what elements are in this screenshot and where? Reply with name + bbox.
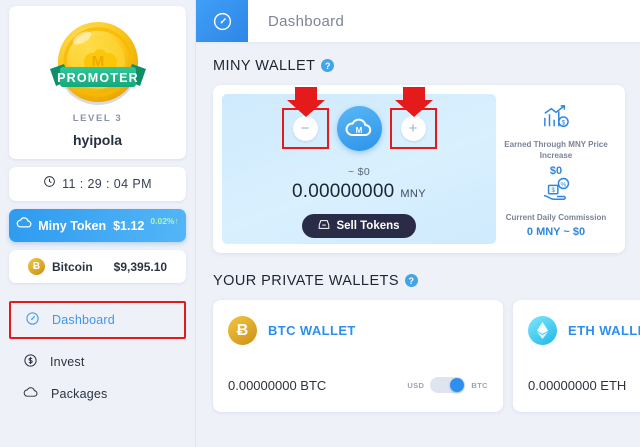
miny-approx-usd: ~ $0 [348, 166, 370, 178]
miny-token-change: 0.02%↑ [150, 216, 179, 226]
wallet-title: BTC WALLET [268, 323, 356, 338]
btc-wallet-card: Ƀ BTC WALLET 0.00000000 BTC USD BTC [213, 300, 503, 412]
speedometer-icon [196, 0, 248, 42]
stat-label: Current Daily Commission [505, 212, 607, 222]
wallet-balance: 0.00000000 BTC [228, 377, 327, 393]
eth-wallet-card: ETH WALLET 0.00000000 ETH USD ETH [513, 300, 640, 412]
miny-token-price-pill[interactable]: Miny Token $1.12 0.02%↑ [9, 209, 186, 242]
miny-cloud-logo-icon: M [336, 106, 382, 151]
miny-token-price: $1.12 [113, 218, 145, 233]
annotation-arrow-plus [395, 87, 433, 117]
sidebar-item-dashboard[interactable]: Dashboard [11, 304, 184, 336]
help-icon[interactable]: ? [321, 59, 335, 72]
decrease-button[interactable]: − [292, 116, 318, 141]
svg-text:$: $ [551, 186, 555, 193]
miny-wallet-stats: $ Earned Through MNY Price Increase $0 $ [496, 94, 616, 244]
wallet-balance: 0.00000000 ETH [528, 377, 627, 393]
miny-wallet-section: MINY WALLET ? − M [196, 42, 640, 253]
annotation-box-minus: − [281, 108, 329, 149]
private-wallets-row: Ƀ BTC WALLET 0.00000000 BTC USD BTC [213, 300, 640, 412]
clock-icon [43, 175, 56, 193]
svg-text:PROMOTER: PROMOTER [57, 71, 139, 85]
stat-price-increase: $ Earned Through MNY Price Increase $0 [500, 104, 612, 177]
sidebar-item-packages[interactable]: Packages [9, 378, 186, 410]
main-content: Dashboard MINY WALLET ? − [196, 0, 640, 447]
profile-card: M PROMOTER LEVEL 3 hyipola [9, 6, 186, 159]
commission-hand-icon: $ % [541, 177, 571, 208]
miny-wallet-section-title: MINY WALLET ? [213, 58, 640, 74]
section-title-text: MINY WALLET [213, 58, 316, 74]
wallet-title: ETH WALLET [568, 323, 640, 338]
profile-level: LEVEL 3 [72, 113, 123, 124]
bitcoin-price-card[interactable]: Ƀ Bitcoin $9,395.10 [9, 250, 186, 283]
svg-text:$: $ [562, 119, 566, 126]
private-wallets-section-title: YOUR PRIVATE WALLETS ? [213, 273, 640, 289]
stat-value: 0 MNY ~ $0 [526, 226, 586, 239]
svg-text:M: M [91, 53, 104, 70]
sidebar: M PROMOTER LEVEL 3 hyipola 11 : 29 : 04 … [0, 0, 196, 447]
annotation-arrow-minus [287, 87, 325, 117]
clock-card: 11 : 29 : 04 PM [9, 167, 186, 201]
cloud-icon [16, 216, 33, 235]
page-title: Dashboard [268, 12, 345, 30]
private-wallets-section: YOUR PRIVATE WALLETS ? Ƀ BTC WALLET 0.00… [196, 253, 640, 412]
bitcoin-icon: Ƀ [228, 316, 257, 345]
growth-chart-icon: $ [541, 104, 571, 135]
miny-balance-value: 0.00000000 [291, 181, 395, 202]
stat-daily-commission: $ % Current Daily Commission 0 MNY ~ $0 [505, 177, 607, 239]
inbox-icon [318, 219, 330, 233]
stat-value: $0 [549, 164, 563, 177]
svg-text:M: M [356, 126, 363, 135]
wallet-balance-row: 0.00000000 ETH USD ETH [528, 377, 640, 393]
topbar: Dashboard [196, 0, 640, 42]
section-title-text: YOUR PRIVATE WALLETS [213, 273, 399, 289]
miny-balance-row: 0.00000000 MNY [292, 181, 426, 203]
sell-tokens-button[interactable]: Sell Tokens [302, 214, 416, 238]
cloud-icon [23, 386, 39, 402]
miny-wallet-panel: − M + ~ $0 0. [222, 94, 496, 244]
toggle-label-btc: BTC [471, 380, 488, 390]
sidebar-item-label: Packages [51, 387, 108, 401]
wallet-balance-row: 0.00000000 BTC USD BTC [228, 377, 488, 393]
bitcoin-price: $9,395.10 [113, 259, 168, 274]
sidebar-item-invest[interactable]: Invest [9, 346, 186, 378]
annotation-box-dashboard: Dashboard [9, 301, 186, 339]
toggle-track[interactable] [430, 377, 466, 393]
clock-time: 11 : 29 : 04 PM [62, 177, 152, 191]
stat-label: Earned Through MNY Price Increase [504, 140, 608, 160]
wallet-header: ETH WALLET [528, 316, 640, 345]
promoter-badge-icon: M PROMOTER [42, 12, 154, 112]
sidebar-item-label: Dashboard [52, 313, 115, 327]
token-controls: − M + [281, 106, 437, 151]
toggle-label-usd: USD [407, 380, 425, 390]
currency-toggle[interactable]: USD BTC [407, 377, 488, 393]
toggle-knob[interactable] [450, 378, 465, 392]
speedometer-icon [25, 311, 40, 329]
bitcoin-label: Bitcoin [52, 259, 93, 274]
sell-tokens-label: Sell Tokens [336, 220, 400, 232]
svg-text:%: % [561, 181, 567, 188]
ethereum-icon [528, 316, 557, 345]
sidebar-item-label: Invest [50, 355, 85, 369]
wallet-header: Ƀ BTC WALLET [228, 316, 488, 345]
help-icon[interactable]: ? [405, 274, 418, 287]
miny-wallet-card: − M + ~ $0 0. [213, 85, 625, 253]
miny-token-label: Miny Token [38, 218, 107, 233]
profile-username: hyipola [72, 132, 122, 148]
bitcoin-icon: Ƀ [28, 258, 45, 275]
dollar-circle-icon [23, 353, 38, 371]
sidebar-nav: Dashboard Invest Packages [9, 297, 186, 410]
miny-balance-unit: MNY [400, 188, 427, 200]
increase-button[interactable]: + [400, 116, 426, 141]
